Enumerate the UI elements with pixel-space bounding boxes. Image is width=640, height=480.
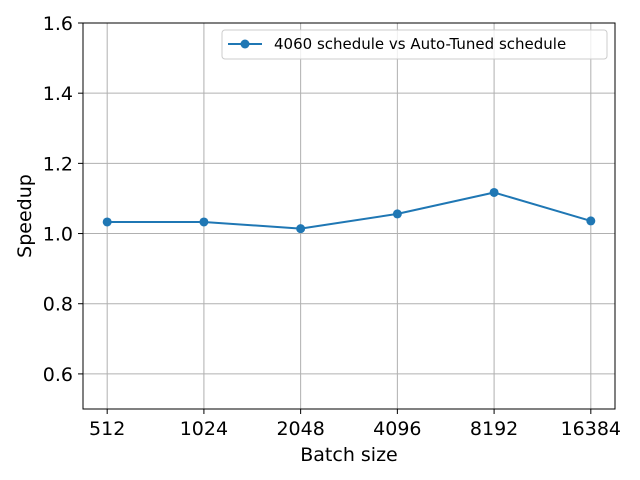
data-point [489,187,499,197]
data-point [296,224,306,234]
data-point [102,217,112,227]
y-axis-label: Speedup [14,174,36,258]
x-tick-label: 16384 [561,418,621,440]
legend-box [221,29,608,60]
y-tick-label: 1.2 [43,153,73,175]
series-layer [102,187,596,234]
y-tick-label: 1.6 [43,13,73,35]
y-tick-label: 0.8 [43,294,73,316]
y-tick-label: 0.6 [43,364,73,386]
data-point [392,209,402,219]
x-axis-label: Batch size [300,444,398,466]
ticks: 512 1024 2048 4096 8192 16384 0.6 0.8 1.0 1.2 1.4 1… [43,13,621,440]
x-tick-label: 4096 [373,418,421,440]
data-point [199,217,209,227]
y-tick-label: 1.4 [43,83,73,105]
data-point [586,216,596,226]
legend-label: 4060 schedule vs Auto-Tuned schedule [274,35,566,53]
x-tick-label: 2048 [276,418,324,440]
legend-marker [240,39,250,49]
y-tick-label: 1.0 [43,224,73,246]
legend: 4060 schedule vs Auto-Tuned schedule [221,29,608,60]
grid [83,22,615,409]
x-tick-label: 512 [89,418,125,440]
x-tick-label: 1024 [180,418,228,440]
x-tick-label: 8192 [470,418,518,440]
series-line [107,191,592,230]
axes-frame [82,22,616,410]
